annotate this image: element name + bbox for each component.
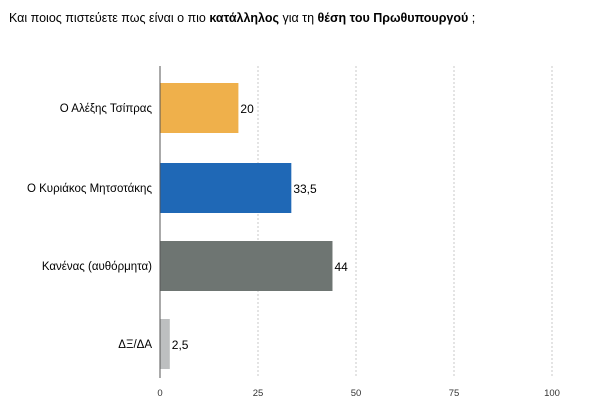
bar (160, 241, 333, 291)
x-tick-label: 100 (544, 388, 560, 399)
x-tick-label: 25 (253, 388, 264, 399)
bar (160, 319, 170, 369)
category-labels: Ο Αλέξης Τσίπρας Ο Κυριάκος Μητσοτάκης Καν… (27, 103, 152, 351)
chart-title-part: Και ποιος πιστεύετε πως είναι ο πιο (9, 11, 210, 25)
x-tick-label: 75 (449, 388, 460, 399)
x-tick-label: 50 (351, 388, 362, 399)
value-label: 2,5 (172, 338, 189, 352)
category-label: Ο Αλέξης Τσίπρας (60, 103, 153, 115)
bar (160, 83, 239, 133)
category-label: Κανένας (αυθόρμητα) (42, 261, 152, 273)
chart-title-part: για τη (278, 11, 318, 25)
bar (160, 163, 292, 213)
value-label: 20 (240, 102, 254, 116)
bars (160, 83, 333, 369)
chart-title: Και ποιος πιστεύετε πως είναι ο πιο κατά… (9, 10, 594, 26)
chart-title-part: θέση του Πρωθυπουργού (317, 11, 469, 25)
category-label: Ο Κυριάκος Μητσοτάκης (27, 183, 152, 195)
grid-lines (257, 66, 553, 378)
chart-title-part: κατάλληλος (209, 11, 279, 25)
x-tick-label: 0 (157, 388, 162, 399)
category-label: ΔΞ/ΔΑ (118, 339, 152, 351)
value-labels: 20 33,5 44 2,5 (172, 102, 348, 352)
value-label: 33,5 (293, 182, 317, 196)
chart-title-part: ; (468, 11, 476, 25)
x-axis-tick-labels: 0 25 50 75 100 (157, 388, 560, 399)
value-label: 44 (334, 260, 348, 274)
